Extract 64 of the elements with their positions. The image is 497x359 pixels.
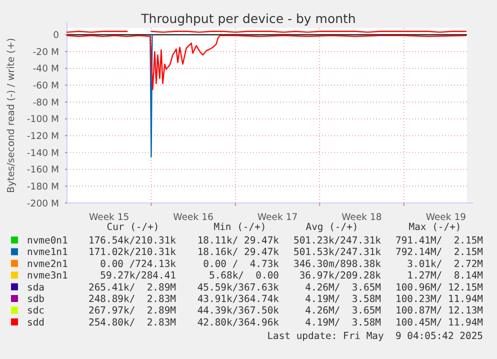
line-series: [66, 34, 467, 90]
text: 501.53k/247.31k: [294, 247, 382, 258]
x-tick-label: Week 15: [88, 212, 130, 223]
y-tick-label: -180 M: [26, 181, 59, 192]
y-tick-label: -80 M: [32, 97, 59, 108]
y-tick-label: -20 M: [32, 46, 59, 58]
text: 792.14M/ 2.15M: [396, 247, 484, 258]
legend-label: sdd: [27, 317, 44, 328]
y-tick-label: -40 M: [32, 64, 59, 75]
text: 0.00 /724.13k: [100, 258, 176, 270]
text: 248.89k/ 2.83M: [88, 294, 176, 305]
text: 100.87M/ 12.13M: [396, 306, 484, 317]
legend-label: nvme1n1: [27, 247, 68, 258]
text: 1.27M/ 8.14M: [407, 270, 484, 282]
x-tick-label: Week 17: [257, 212, 298, 223]
y-tick-label: -100 M: [26, 114, 59, 126]
text: 18.11k/ 29.47k: [197, 236, 280, 246]
text: 171.02k/210.31k: [88, 247, 176, 258]
text: 43.91k/364.74k: [197, 294, 280, 305]
y-axis-title: Bytes/second read (-) / write (+): [6, 38, 17, 194]
text: 4.26M/ 3.65M: [305, 282, 382, 294]
text: 45.59k/367.63k: [197, 282, 280, 294]
text: 42.80k/364.96k: [197, 317, 280, 328]
chart-title: Throughput per device - by month: [140, 11, 356, 26]
legend-label: nvme3n1: [27, 270, 68, 282]
legend-label: nvme0n1: [27, 236, 68, 246]
text: 265.41k/ 2.89M: [88, 282, 176, 294]
text: 4.19M/ 3.58M: [305, 317, 382, 328]
text: Avg (-/+): [306, 222, 358, 233]
text: 3.01k/ 2.72M: [407, 258, 484, 270]
text: 44.39k/367.50k: [197, 306, 280, 317]
text: 346.30m/898.38k: [294, 258, 382, 270]
legend-label: sdb: [27, 294, 45, 305]
x-tick-label: Week 18: [342, 212, 382, 223]
text: 59.27k/284.41: [100, 270, 176, 282]
text: 501.23k/247.31k: [294, 236, 382, 246]
text: Last update: Fri May 9 04:05:42 2025: [267, 331, 484, 342]
y-tick-label: -120 M: [26, 130, 59, 142]
text: 176.54k/210.31k: [88, 236, 176, 246]
text: 100.23M/ 11.94M: [396, 294, 484, 305]
y-tick-label: -160 M: [26, 164, 59, 176]
text: Max (-/+): [408, 222, 462, 233]
x-tick-label: Week 16: [173, 212, 214, 223]
text: 18.16k/ 29.47k: [197, 247, 280, 258]
text: 5.68k/ 0.00: [209, 270, 280, 282]
text: 100.96M/ 12.15M: [396, 282, 484, 294]
y-tick-label: -60 M: [32, 80, 59, 92]
text: 267.97k/ 2.89M: [88, 306, 176, 317]
legend-label: sdc: [27, 306, 45, 317]
legend-label: sda: [27, 282, 45, 294]
text: Cur (-/+): [106, 222, 160, 233]
text: 100.45M/ 11.94M: [396, 317, 484, 328]
y-tick-label: 0: [53, 30, 60, 42]
legend-label: nvme2n1: [27, 258, 68, 270]
text: Min (-/+): [214, 222, 266, 233]
y-tick-label: -200 M: [26, 198, 59, 210]
text: 36.97k/209.28k: [299, 270, 382, 282]
text: 4.26M/ 3.65M: [305, 306, 382, 317]
text: 254.80k/ 2.83M: [88, 317, 176, 328]
y-tick-label: -140 M: [26, 148, 59, 159]
text: 791.41M/ 2.15M: [396, 236, 484, 246]
text: 4.19M/ 3.58M: [305, 294, 382, 305]
text: 0.00 / 4.73k: [203, 258, 280, 270]
x-tick-label: Week 19: [426, 212, 466, 223]
